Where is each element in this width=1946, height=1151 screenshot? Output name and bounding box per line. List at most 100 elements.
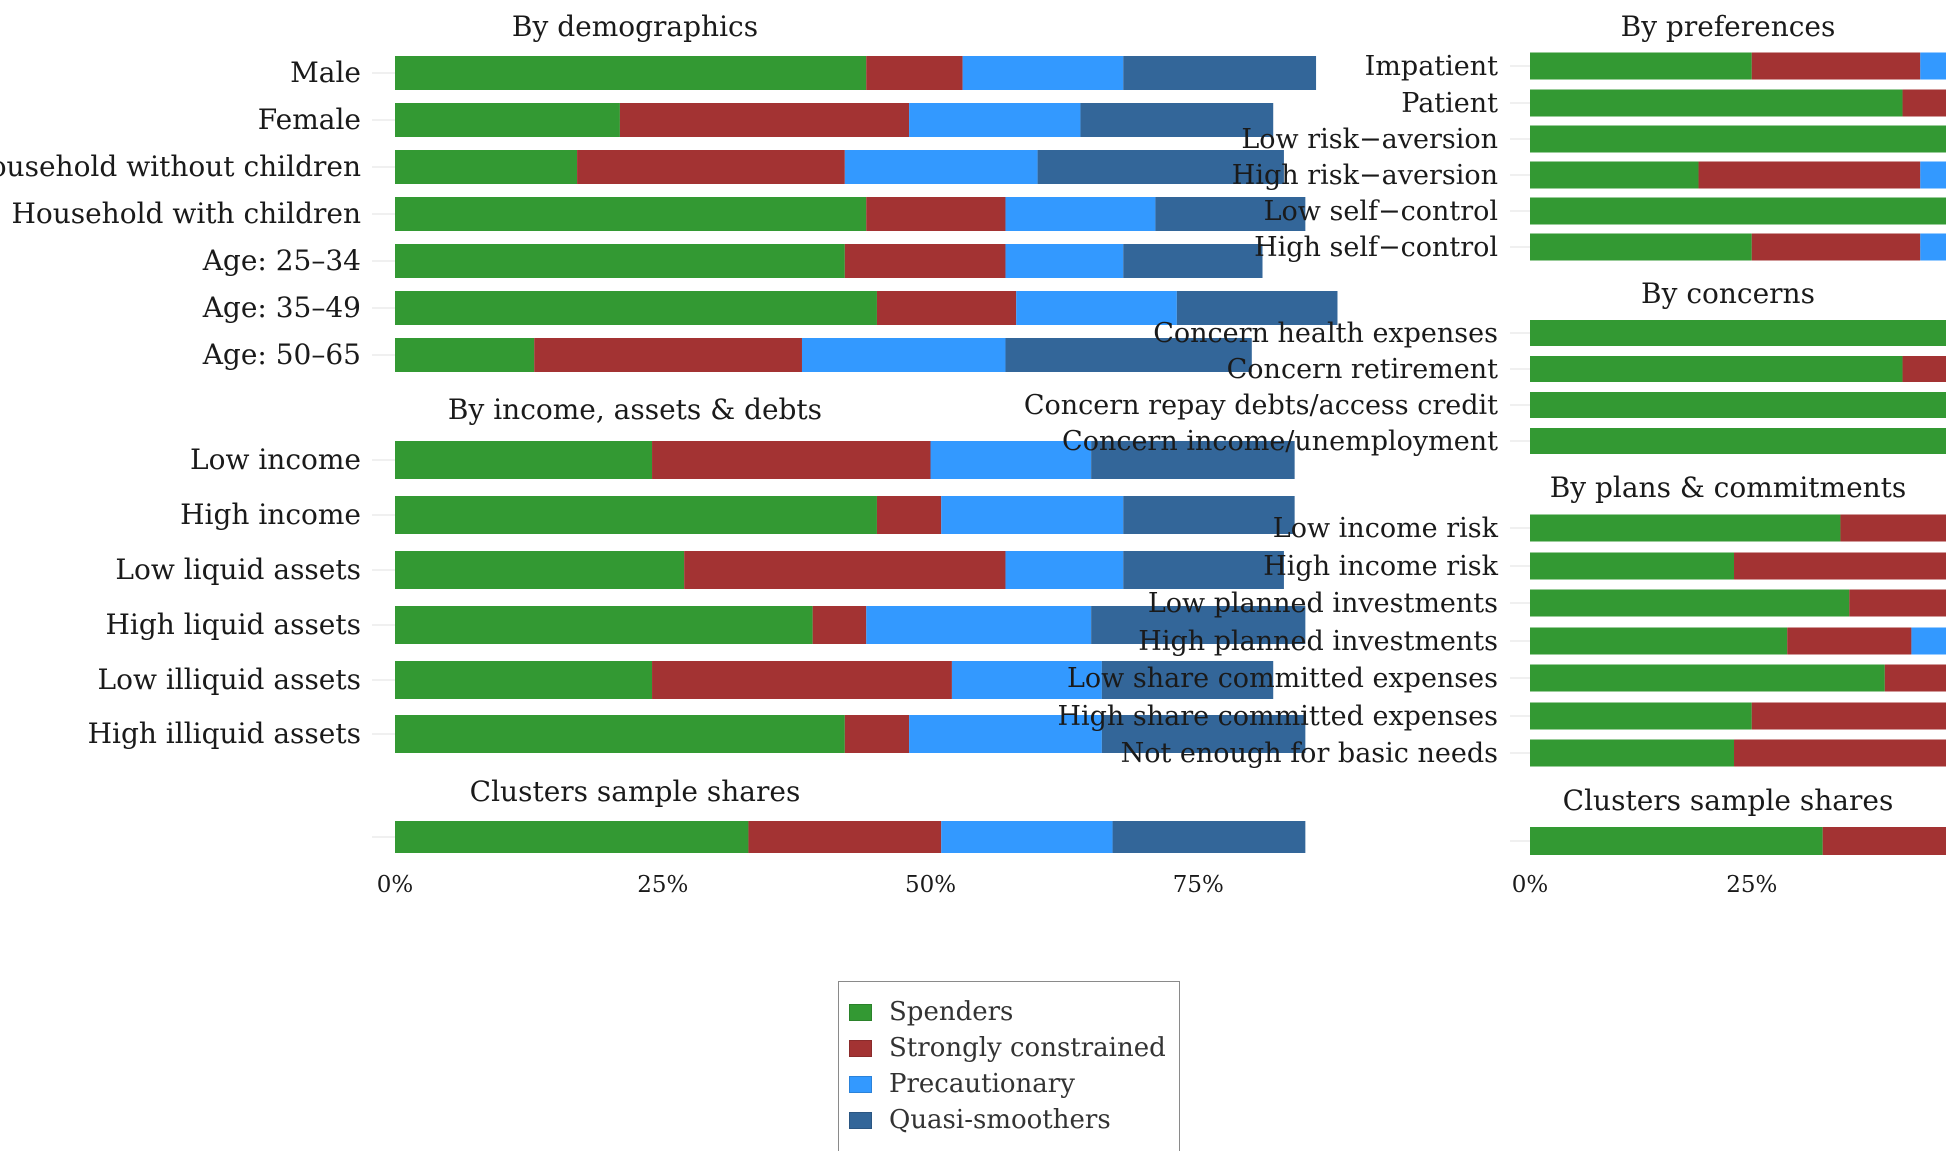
bar-segment-spenders — [395, 150, 578, 184]
bar-segment-strongly-constrained — [1849, 589, 1946, 617]
bar-segment-precautionary — [866, 606, 1092, 644]
category-label: Impatient — [1365, 51, 1499, 82]
bar-segment-spenders — [395, 551, 685, 589]
category-label: Concern repay debts/access credit — [1024, 390, 1498, 421]
bar-segment-quasi-smoothers — [1112, 821, 1306, 853]
bar-segment-spenders — [1530, 356, 1903, 382]
bar-segment-quasi-smoothers — [1123, 551, 1284, 589]
group-title: By demographics — [512, 10, 758, 43]
category-label: Age: 35–49 — [202, 291, 361, 324]
bar-segment-strongly-constrained — [1751, 233, 1921, 261]
category-label: High liquid assets — [106, 608, 362, 641]
category-label: Concern retirement — [1227, 354, 1499, 385]
bar-segment-spenders — [1530, 827, 1823, 855]
bar-segment-quasi-smoothers — [1101, 661, 1274, 699]
category-label: High risk−aversion — [1232, 160, 1498, 191]
bar-segment-precautionary — [1920, 161, 1946, 189]
bar-segment-strongly-constrained — [748, 821, 942, 853]
bar-segment-spenders — [395, 496, 877, 534]
bar-segment-precautionary — [844, 150, 1038, 184]
bar-segment-precautionary — [941, 496, 1124, 534]
bar-segment-spenders — [395, 606, 813, 644]
bar-segment-precautionary — [962, 56, 1124, 90]
bar-segment-strongly-constrained — [534, 338, 802, 372]
bar-segment-strongly-constrained — [577, 150, 845, 184]
bar-segment-strongly-constrained — [1734, 739, 1946, 767]
bar-segment-precautionary — [1016, 291, 1177, 325]
bar-segment-quasi-smoothers — [1123, 496, 1295, 534]
category-label: Patient — [1401, 88, 1498, 119]
bar-segment-spenders — [1530, 428, 1946, 454]
bar-segment-spenders — [1530, 89, 1903, 117]
bar-segment-strongly-constrained — [1902, 89, 1946, 117]
category-label: Low self−control — [1264, 196, 1498, 227]
bar-segment-spenders — [1530, 125, 1946, 153]
bar-segment-strongly-constrained — [652, 661, 952, 699]
group-title: Clusters sample shares — [470, 775, 801, 808]
bar-segment-precautionary — [951, 661, 1102, 699]
group-title: Clusters sample shares — [1563, 784, 1894, 817]
bar-segment-precautionary — [1920, 52, 1946, 80]
category-label: High income — [180, 498, 361, 531]
category-label: Concern income/unemployment — [1062, 426, 1498, 457]
category-label: High income risk — [1263, 551, 1498, 582]
x-tick-label: 25% — [637, 872, 688, 898]
x-tick-label: 0% — [377, 872, 414, 898]
legend-swatch-quasi-smoothers — [849, 1111, 872, 1129]
bar-segment-spenders — [395, 197, 867, 231]
bar-segment-precautionary — [909, 715, 1102, 753]
bar-segment-strongly-constrained — [1822, 827, 1946, 855]
legend-label: Quasi-smoothers — [889, 1105, 1111, 1135]
bar-segment-quasi-smoothers — [1123, 244, 1263, 278]
bar-segment-quasi-smoothers — [1091, 606, 1306, 644]
bar-segment-quasi-smoothers — [1080, 103, 1274, 137]
group-title: By income, assets & debts — [448, 393, 822, 426]
bar-segment-precautionary — [1005, 197, 1156, 231]
bar-segment-spenders — [1530, 320, 1946, 346]
category-label: Low illiquid assets — [98, 663, 362, 696]
category-label: High planned investments — [1138, 626, 1498, 657]
x-tick-label: 50% — [905, 872, 956, 898]
bar-segment-spenders — [395, 103, 620, 137]
bar-segment-strongly-constrained — [876, 496, 942, 534]
bar-segment-spenders — [1530, 589, 1850, 617]
bar-segment-spenders — [1530, 514, 1841, 542]
bar-segment-quasi-smoothers — [1176, 291, 1338, 325]
bar-segment-spenders — [1530, 52, 1752, 80]
bar-segment-strongly-constrained — [1884, 664, 1946, 692]
bar-segment-spenders — [395, 291, 877, 325]
group-title: By preferences — [1621, 10, 1836, 43]
bar-segment-quasi-smoothers — [1123, 56, 1317, 90]
bar-segment-strongly-constrained — [812, 606, 867, 644]
bar-segment-spenders — [1530, 739, 1735, 767]
bar-segment-precautionary — [1911, 627, 1946, 655]
bar-segment-spenders — [1530, 702, 1752, 730]
bar-segment-quasi-smoothers — [1037, 150, 1284, 184]
x-tick-label: 25% — [1726, 872, 1777, 898]
bar-segment-strongly-constrained — [844, 715, 910, 753]
category-label: High share committed expenses — [1057, 701, 1498, 732]
bar-segment-strongly-constrained — [652, 441, 931, 479]
legend-swatch-precautionary — [849, 1075, 872, 1093]
bar-segment-strongly-constrained — [844, 244, 1006, 278]
bar-segment-spenders — [1530, 664, 1885, 692]
category-label: Low income risk — [1273, 513, 1499, 544]
x-tick-label: 75% — [1173, 872, 1224, 898]
bar-segment-strongly-constrained — [684, 551, 1006, 589]
bar-segment-spenders — [395, 56, 867, 90]
bar-segment-strongly-constrained — [1734, 552, 1946, 580]
bar-segment-quasi-smoothers — [1091, 441, 1295, 479]
bar-segment-spenders — [395, 441, 653, 479]
bar-segment-spenders — [1530, 233, 1752, 261]
category-label: Low share committed expenses — [1067, 663, 1498, 694]
bar-segment-strongly-constrained — [1751, 52, 1921, 80]
bar-segment-strongly-constrained — [1787, 627, 1912, 655]
x-tick-label: 0% — [1512, 872, 1549, 898]
legend-label: Spenders — [889, 997, 1014, 1027]
category-label: Concern health expenses — [1153, 318, 1498, 349]
legend-swatch-spenders — [849, 1003, 872, 1021]
legend-item-spenders: Spenders — [849, 994, 1179, 1030]
category-label: High self−control — [1254, 232, 1498, 263]
bar-segment-strongly-constrained — [619, 103, 910, 137]
bar-segment-spenders — [1530, 392, 1946, 418]
